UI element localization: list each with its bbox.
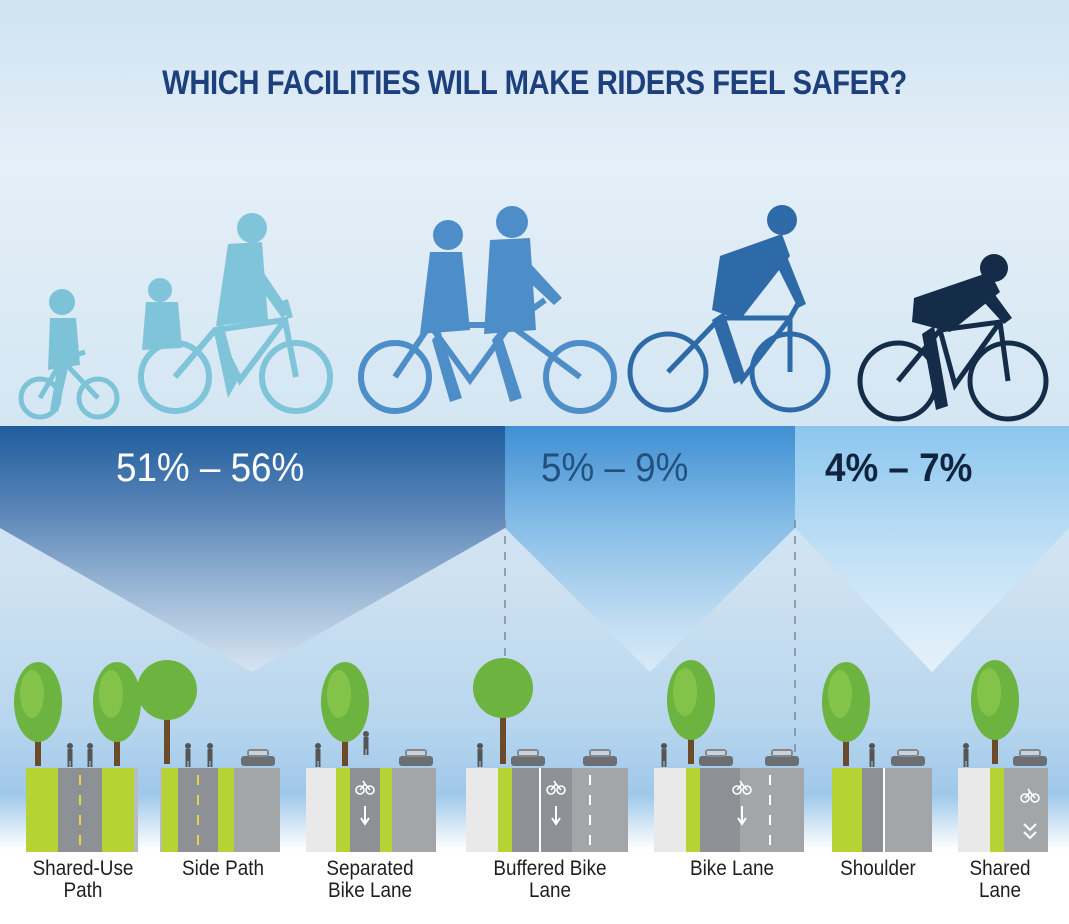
tree-icon (321, 662, 369, 766)
tree-icon (667, 660, 715, 764)
range-group-2: 5% – 9% (541, 446, 689, 490)
funnel-group-2 (505, 426, 795, 672)
section-buffered-bike-lane (466, 743, 628, 852)
section-shoulder (832, 743, 932, 852)
label-buffered-bike-lane: Buffered Bike Lane (493, 857, 607, 902)
section-shared-use-path (26, 743, 138, 852)
tree-icon (14, 662, 62, 766)
child-cyclist-icon (18, 289, 120, 420)
parent-with-child-seat-cyclist-icon (138, 213, 333, 414)
section-shared-lane (958, 743, 1048, 852)
tandem-bicycle-icon (358, 206, 617, 414)
label-side-path: Side Path (182, 857, 264, 880)
label-shared-lane: Shared Lane (969, 857, 1031, 902)
tree-icon (971, 660, 1019, 764)
tree-icon (473, 658, 533, 764)
tree-icon (93, 662, 141, 766)
tree-icon (137, 660, 197, 764)
funnel-group-1 (0, 426, 505, 672)
commuter-cyclist-icon (627, 205, 831, 413)
tree-icon (822, 662, 870, 766)
label-shared-use-path: Shared-Use Path (32, 857, 134, 902)
road-cross-sections (26, 731, 1048, 852)
range-group-1: 51% – 56% (116, 446, 305, 490)
trees (14, 658, 1019, 766)
section-side-path (160, 743, 280, 852)
section-separated-bike-lane (306, 731, 436, 852)
label-shoulder: Shoulder (840, 857, 916, 880)
funnel-group-3 (795, 426, 1069, 672)
page-title: WHICH FACILITIES WILL MAKE RIDERS FEEL S… (162, 64, 907, 102)
section-bike-lane (654, 743, 804, 852)
label-separated-bike-lane: Separated Bike Lane (326, 857, 414, 902)
percent-band (0, 426, 1069, 760)
label-bike-lane: Bike Lane (689, 857, 775, 880)
range-group-3: 4% – 7% (825, 446, 973, 490)
road-racer-cyclist-icon (857, 254, 1049, 422)
